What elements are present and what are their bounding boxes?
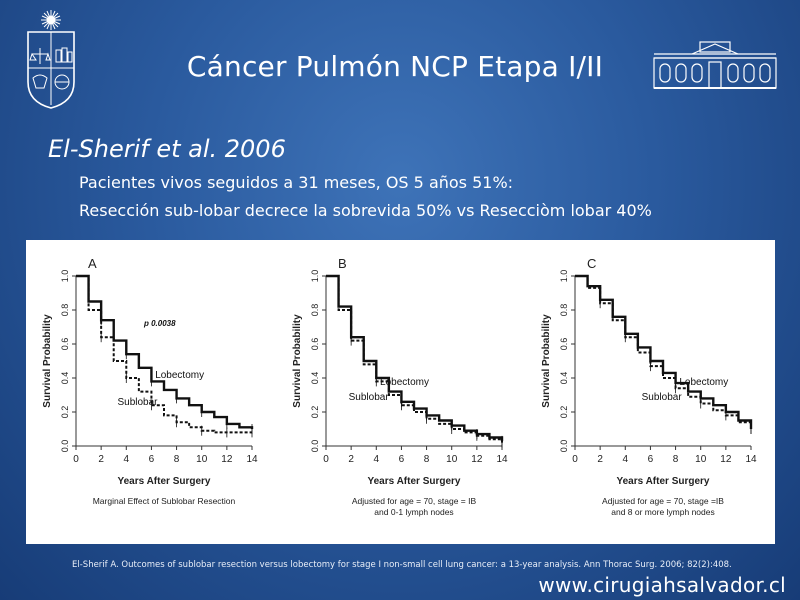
chart-a-x-axis-title: Years After Surgery [117,476,210,487]
chart-b-x-tick-label: 6 [399,454,405,465]
chart-c-y-axis-title: Survival Probability [541,314,552,408]
chart-a-series-sublobar [76,275,252,434]
books-icon [55,47,73,63]
chart-c-x-tick-label: 4 [623,454,629,465]
chart-b-series-lobectomy [326,274,504,441]
chart-b-y-axis-title: Survival Probability [292,314,303,408]
chart-a-label-lobectomy: Lobectomy [155,370,204,381]
chart-c-x-axis-title: Years After Surgery [616,476,709,487]
chart-c-y-tick-label: 0.0 [559,440,569,453]
chart-b-x-axis-title: Years After Surgery [367,476,460,487]
chart-a-p-value: p 0.0038 [143,319,176,328]
chart-a-y-tick-label: 0.6 [60,338,70,351]
chart-a-y-tick-label: 1.0 [60,270,70,283]
chart-a-y-axis-title: Survival Probability [42,314,53,408]
chart-b-caption: and 0-1 lymph nodes [374,507,453,517]
chart-c-x-tick-label: 8 [673,454,679,465]
chart-a-x-tick-label: 8 [174,454,180,465]
chart-c-y-tick-label: 0.2 [559,406,569,419]
reference-citation: El-Sherif A. Outcomes of sublobar resect… [72,560,732,570]
chart-b-y-tick-label: 0.8 [310,304,320,317]
chart-b-y-tick-label: 0.0 [310,440,320,453]
sun-rays-icon [41,10,61,30]
hospital-building-logo [653,41,777,89]
chart-a-x-tick-label: 6 [149,454,155,465]
chart-c-label-lobectomy: Lobectomy [679,377,728,388]
lamp-icon [32,74,48,89]
chart-a-y-tick-label: 0.4 [60,372,70,385]
chart-b-caption: Adjusted for age = 70, stage = IB [352,496,477,506]
chart-c-y-tick-label: 0.4 [559,372,569,385]
chart-a-y-tick-label: 0.0 [60,440,70,453]
chart-a-x-tick-label: 10 [196,454,208,465]
chart-b-x-tick-label: 4 [374,454,380,465]
chart-c-caption: Adjusted for age = 70, stage =IB [602,496,724,506]
survival-figure-panel: 0 2 4 6 8 10 12 14 0.0 0.2 0.4 0.6 0.8 1.0 Years After… [26,240,775,544]
chart-c-x-tick-label: 10 [695,454,707,465]
chart-b-y-tick-label: 0.6 [310,338,320,351]
chart-a-x-tick-label: 0 [73,454,79,465]
chart-a-x-tick-label: 4 [124,454,130,465]
chart-b-x-tick-label: 8 [424,454,430,465]
chart-a-x-tick-label: 14 [246,454,258,465]
chart-a-x-tick-label: 2 [98,454,104,465]
survival-curves-figure: 0 2 4 6 8 10 12 14 0.0 0.2 0.4 0.6 0.8 1.0 Years After… [42,256,757,517]
bullet-survival-comparison: Resección sub-lobar decrece la sobrevida… [79,201,652,220]
chart-c-x-tick-label: 0 [572,454,578,465]
chart-a-y-tick-label: 0.2 [60,406,70,419]
building-windows [659,61,771,89]
chart-b-x-tick-label: 14 [496,454,508,465]
chart-c-label-sublobar: Sublobar [642,392,683,403]
chart-c-y-tick-label: 1.0 [559,270,569,283]
chart-b-x-tick-label: 12 [471,454,483,465]
bullet-followup: Pacientes vivos seguidos a 31 meses, OS … [79,173,514,192]
scales-icon [29,48,51,64]
chart-a-caption: Marginal Effect of Sublobar Resection [93,496,236,506]
chart-a-y-tick-label: 0.8 [60,304,70,317]
study-citation-heading: El-Sherif et al. 2006 [48,135,286,163]
chart-c-panel-label: C [587,256,596,271]
chart-c-x-tick-label: 12 [720,454,732,465]
chart-b-y-tick-label: 0.2 [310,406,320,419]
chart-b-series-sublobar [326,275,503,443]
slide-title: Cáncer Pulmón NCP Etapa I/II [186,50,604,83]
chart-c-x-tick-label: 14 [745,454,757,465]
chart-c-series-lobectomy [575,274,753,429]
chart-b-x-tick-label: 0 [323,454,329,465]
chart-b-y-tick-label: 1.0 [310,270,320,283]
chart-b-label-lobectomy: Lobectomy [380,377,429,388]
chart-c-y-tick-label: 0.8 [559,304,569,317]
chart-a-label-sublobar: Sublobar [117,397,158,408]
chart-c-x-tick-label: 2 [597,454,603,465]
university-crest-logo [27,10,75,109]
chart-b-label-sublobar: Sublobar [349,392,390,403]
chart-b-x-tick-label: 2 [348,454,354,465]
chart-c-caption: and 8 or more lymph nodes [611,507,714,517]
website-url: www.cirugiahsalvador.cl [538,573,786,597]
chart-c-y-tick-label: 0.6 [559,338,569,351]
chart-c-x-tick-label: 6 [648,454,654,465]
globe-icon [54,74,70,90]
chart-b-y-tick-label: 0.4 [310,372,320,385]
chart-a-panel-label: A [88,256,97,271]
chart-a-x-tick-label: 12 [221,454,233,465]
chart-b-panel-label: B [338,256,347,271]
chart-b-x-tick-label: 10 [446,454,458,465]
